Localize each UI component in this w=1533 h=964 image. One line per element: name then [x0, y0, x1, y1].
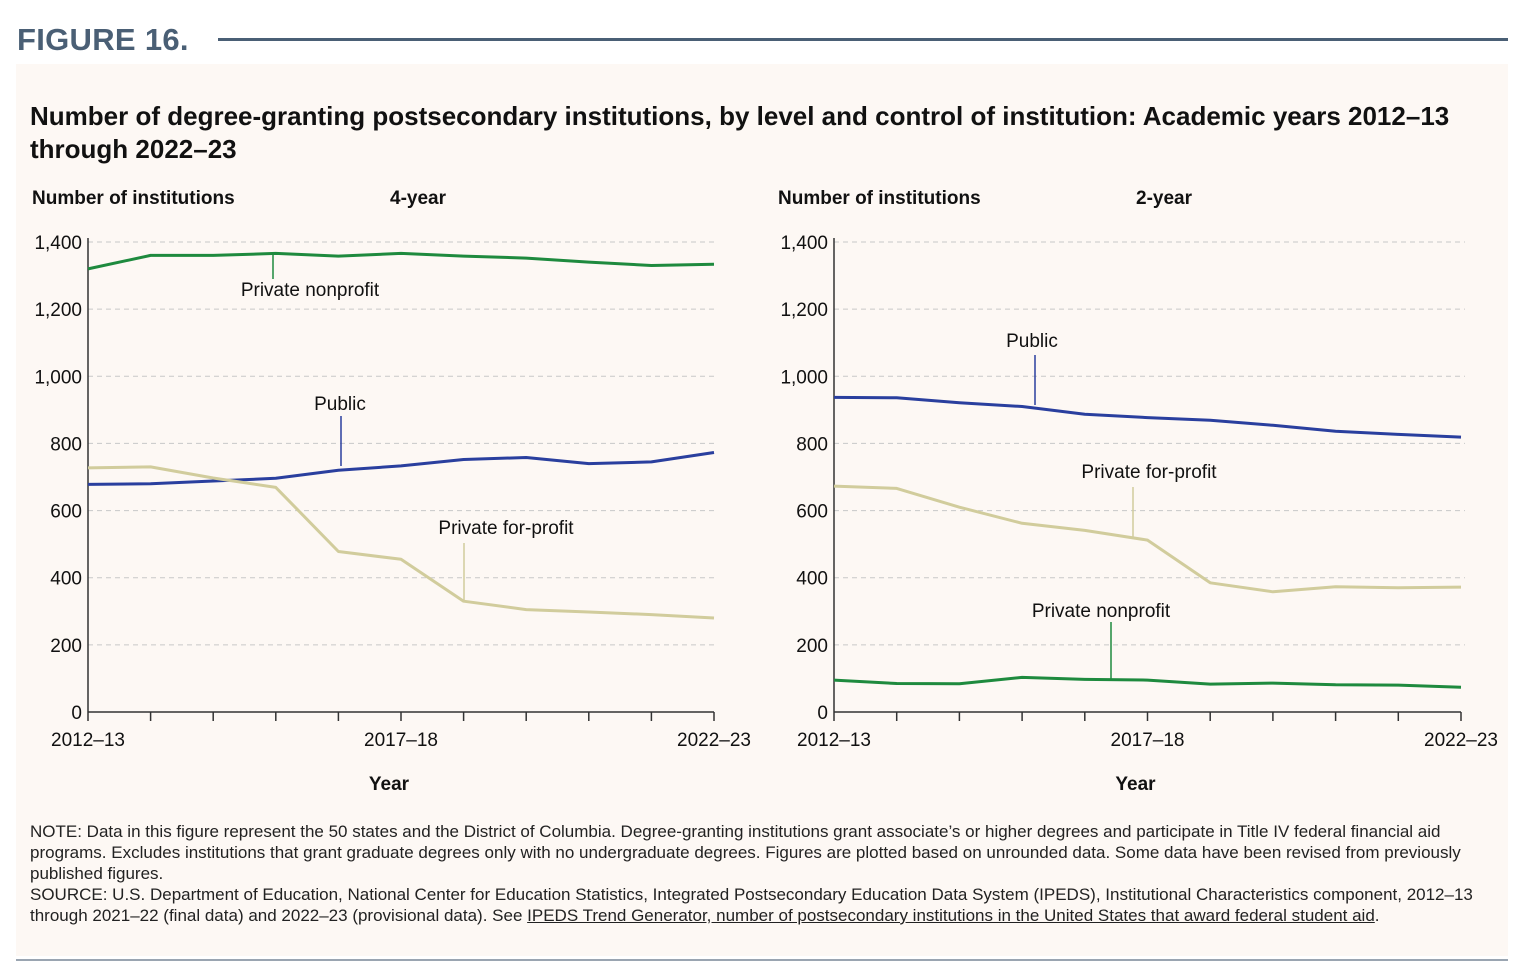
y-axis-title: Number of institutions	[778, 188, 981, 209]
figure-label-rule	[218, 38, 1508, 41]
y-tick-label: 600	[796, 502, 828, 523]
source-prefix: SOURCE: U.S. Department of Education, Na…	[30, 885, 1473, 925]
y-tick-label: 0	[71, 703, 82, 724]
series-line-private-for-profit	[833, 484, 1462, 594]
chart-subtitle: 4-year	[390, 188, 447, 209]
series-line-private-nonprofit	[87, 251, 715, 271]
series-label-private-nonprofit: Private nonprofit	[241, 280, 380, 301]
y-tick-label: 1,400	[780, 233, 828, 254]
y-tick-label: 800	[796, 434, 828, 455]
chart-title: Number of degree-granting postsecondary …	[30, 101, 1450, 164]
series-line-private-for-profit	[87, 465, 715, 620]
notes: NOTE: Data in this figure represent the …	[30, 821, 1500, 926]
y-tick-label: 0	[817, 703, 828, 724]
chart-subtitle: 2-year	[1136, 188, 1193, 209]
y-tick-label: 600	[50, 502, 82, 523]
x-tick-label: 2012–13	[51, 730, 125, 751]
x-tick-label: 2017–18	[1111, 730, 1185, 751]
y-tick-label: 400	[796, 569, 828, 590]
chart-4-year: Number of institutions 4-year 0 200 400 600 80…	[32, 188, 751, 795]
source-suffix: .	[1374, 906, 1380, 925]
x-tick-label: 2022–23	[1424, 730, 1498, 751]
y-tick-label: 1,000	[34, 367, 82, 388]
y-tick-label: 200	[50, 636, 82, 657]
chart-2-year: Number of institutions 2-year 0 200 400 600 80…	[778, 188, 1498, 795]
y-tick-label: 1,000	[780, 367, 828, 388]
x-axis-title: Year	[1115, 774, 1156, 795]
x-tick-label: 2012–13	[797, 730, 871, 751]
x-tick-label: 2017–18	[364, 730, 438, 751]
series-line-private-nonprofit	[833, 675, 1462, 689]
y-tick-label: 1,200	[34, 300, 82, 321]
note-text: NOTE: Data in this figure represent the …	[30, 822, 1461, 883]
series-label-public: Public	[314, 394, 366, 415]
y-tick-label: 800	[50, 434, 82, 455]
source-text: SOURCE: U.S. Department of Education, Na…	[30, 884, 1500, 926]
series-label-public: Public	[1006, 331, 1058, 352]
bottom-rule	[16, 959, 1508, 961]
series-label-private-for-profit: Private for-profit	[1081, 462, 1217, 483]
y-tick-label: 400	[50, 569, 82, 590]
ipeds-trend-generator-link[interactable]: IPEDS Trend Generator, number of postsec…	[527, 906, 1375, 925]
x-axis-title: Year	[369, 774, 410, 795]
series-line-public	[833, 395, 1462, 439]
y-axis-title: Number of institutions	[32, 188, 235, 209]
y-tick-label: 1,400	[34, 233, 82, 254]
y-tick-label: 200	[796, 636, 828, 657]
series-label-private-for-profit: Private for-profit	[438, 518, 574, 539]
y-tick-label: 1,200	[780, 300, 828, 321]
series-line-public	[87, 451, 715, 486]
figure-panel	[16, 64, 1508, 956]
series-label-private-nonprofit: Private nonprofit	[1032, 601, 1171, 622]
figure-label: FIGURE 16.	[17, 22, 189, 57]
x-tick-label: 2022–23	[677, 730, 751, 751]
